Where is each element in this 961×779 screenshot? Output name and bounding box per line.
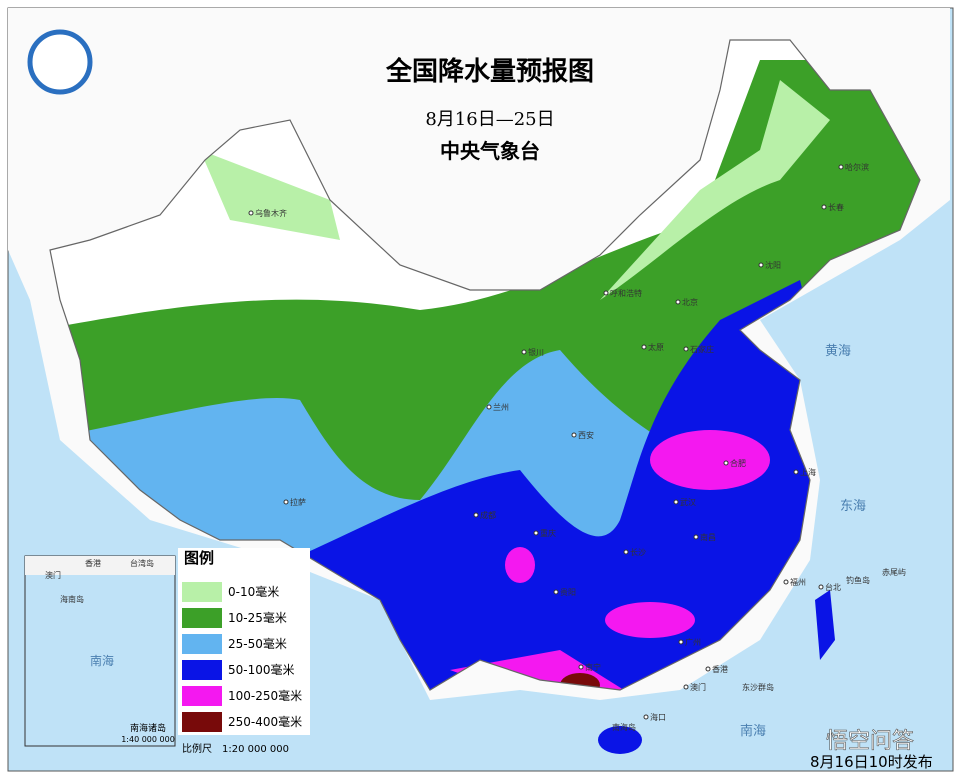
city-marker bbox=[571, 432, 577, 438]
title: 全国降水量预报图 bbox=[385, 56, 594, 87]
hainan bbox=[598, 726, 642, 754]
city-marker bbox=[678, 639, 684, 645]
city-marker bbox=[283, 499, 289, 505]
legend-swatch bbox=[182, 608, 222, 628]
inset-scale: 1:40 000 000 bbox=[121, 735, 175, 744]
island-label: 东沙群岛 bbox=[742, 682, 774, 692]
inset-label: 澳门 bbox=[45, 570, 61, 580]
city-label: 合肥 bbox=[730, 458, 746, 468]
city-label: 南昌 bbox=[700, 532, 716, 542]
city-label: 南宁 bbox=[585, 662, 601, 672]
city-label: 福州 bbox=[790, 578, 806, 587]
city-label: 上海 bbox=[800, 467, 816, 477]
city-label: 乌鲁木齐 bbox=[255, 208, 287, 218]
sea-label: 南海 bbox=[740, 723, 766, 739]
city-marker bbox=[521, 349, 527, 355]
legend-label: 10-25毫米 bbox=[228, 610, 287, 625]
issuer: 中央气象台 bbox=[440, 139, 540, 163]
city-marker bbox=[641, 344, 647, 350]
scale: 比例尺 1:20 000 000 bbox=[182, 742, 289, 755]
city-label: 哈尔滨 bbox=[845, 162, 869, 172]
city-label: 贵阳 bbox=[560, 587, 576, 597]
city-marker bbox=[623, 549, 629, 555]
legend-label: 25-50毫米 bbox=[228, 636, 287, 651]
city-label: 西安 bbox=[578, 430, 594, 440]
period: 8月16日—25日 bbox=[425, 109, 554, 130]
inset: 南海诸岛 1:40 000 000 bbox=[24, 555, 176, 747]
inset-title: 南海诸岛 bbox=[130, 722, 166, 734]
city-label: 重庆 bbox=[540, 528, 556, 538]
inset-label: 海南岛 bbox=[60, 594, 84, 604]
city-marker bbox=[693, 534, 699, 540]
city-label: 呼和浩特 bbox=[610, 288, 642, 298]
city-label: 兰州 bbox=[493, 402, 509, 412]
city-label: 台北 bbox=[825, 582, 841, 592]
inset-label: 香港 bbox=[85, 558, 101, 568]
city-label: 海口 bbox=[650, 712, 666, 722]
city-label: 银川 bbox=[528, 347, 544, 357]
island-label: 赤尾屿 bbox=[882, 568, 906, 577]
city-marker bbox=[793, 469, 799, 475]
city-marker bbox=[683, 684, 689, 690]
city-marker bbox=[486, 404, 492, 410]
legend-label: 0-10毫米 bbox=[228, 584, 279, 599]
sea-label: 东海 bbox=[840, 499, 866, 514]
legend-label: 250-400毫米 bbox=[228, 714, 302, 729]
watermark: 悟空问答 bbox=[826, 729, 914, 754]
city-marker bbox=[603, 290, 609, 296]
footer: 8月16日10时发布 bbox=[810, 753, 933, 771]
city-marker bbox=[821, 204, 827, 210]
city-label: 拉萨 bbox=[290, 497, 306, 507]
city-marker bbox=[783, 579, 789, 585]
city-label: 成都 bbox=[480, 510, 496, 520]
city-marker bbox=[643, 714, 649, 720]
city-marker bbox=[683, 346, 689, 352]
inset-label: 南海 bbox=[90, 653, 114, 668]
legend-swatch bbox=[182, 634, 222, 654]
city-marker bbox=[818, 584, 824, 590]
legend-label: 100-250毫米 bbox=[228, 688, 302, 703]
city-marker bbox=[248, 210, 254, 216]
city-label: 澳门 bbox=[690, 682, 706, 692]
city-marker bbox=[533, 530, 539, 536]
legend-title: 图例 bbox=[184, 549, 214, 567]
city-marker bbox=[723, 460, 729, 466]
island-label: 南海岛 bbox=[612, 722, 636, 732]
city-label: 北京 bbox=[682, 297, 698, 307]
city-label: 武汉 bbox=[680, 497, 696, 507]
inset-label: 台湾岛 bbox=[130, 558, 154, 568]
island-label: 钓鱼岛 bbox=[846, 575, 870, 585]
city-marker bbox=[675, 299, 681, 305]
legend-swatch bbox=[182, 582, 222, 602]
legend-swatch bbox=[182, 660, 222, 680]
legend-swatch bbox=[182, 686, 222, 706]
legend-label: 50-100毫米 bbox=[228, 662, 295, 677]
city-label: 石家庄 bbox=[690, 344, 714, 354]
city-label: 广州 bbox=[685, 637, 701, 647]
city-marker bbox=[553, 589, 559, 595]
taiwan bbox=[815, 590, 835, 660]
city-marker bbox=[838, 164, 844, 170]
sea-label: 黄海 bbox=[825, 344, 851, 359]
city-marker bbox=[578, 664, 584, 670]
city-label: 香港 bbox=[712, 664, 728, 674]
city-marker bbox=[705, 666, 711, 672]
city-label: 长春 bbox=[828, 202, 844, 212]
city-label: 沈阳 bbox=[765, 260, 781, 270]
city-label: 太原 bbox=[648, 342, 664, 352]
city-marker bbox=[673, 499, 679, 505]
city-marker bbox=[758, 262, 764, 268]
city-label: 长沙 bbox=[630, 547, 646, 557]
legend-swatch bbox=[182, 712, 222, 732]
city-marker bbox=[473, 512, 479, 518]
logo bbox=[27, 29, 93, 95]
